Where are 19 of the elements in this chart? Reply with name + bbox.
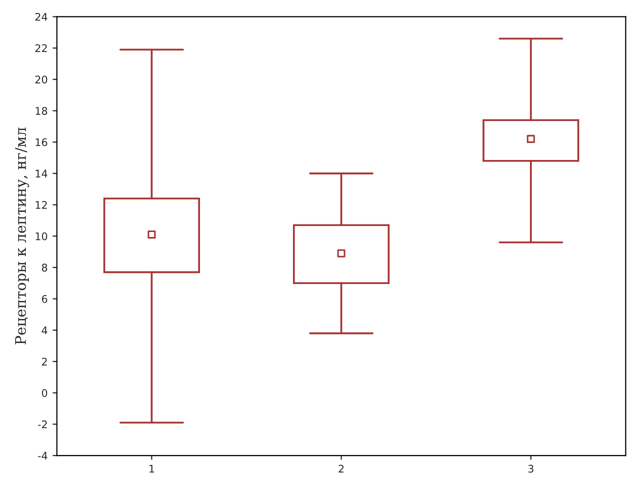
y-tick-label: 2 bbox=[42, 358, 47, 366]
y-tick-label: 20 bbox=[35, 76, 48, 84]
y-tick-label: 12 bbox=[36, 200, 47, 209]
y-tick-label: -4 bbox=[38, 452, 48, 460]
y-tick-label: 0 bbox=[42, 389, 48, 397]
y-tick-label: -2 bbox=[38, 420, 47, 428]
y-tick-label: 6 bbox=[42, 295, 48, 303]
y-tick-label: 22 bbox=[35, 44, 47, 52]
x-tick-label: 2 bbox=[338, 464, 344, 472]
y-tick-label: 10 bbox=[36, 232, 48, 240]
x-tick-label: 1 bbox=[150, 464, 154, 472]
y-tick-label: 18 bbox=[36, 106, 48, 115]
y-axis-title: Рецепторы к лептину, нг/мл bbox=[15, 128, 30, 344]
y-tick-label: 8 bbox=[42, 264, 48, 272]
x-tick-label: 3 bbox=[528, 464, 534, 473]
y-tick-label: 24 bbox=[35, 12, 48, 21]
y-tick-label: 14 bbox=[36, 170, 48, 178]
y-tick-label: 16 bbox=[36, 138, 48, 146]
y-tick-label: 4 bbox=[42, 326, 48, 334]
